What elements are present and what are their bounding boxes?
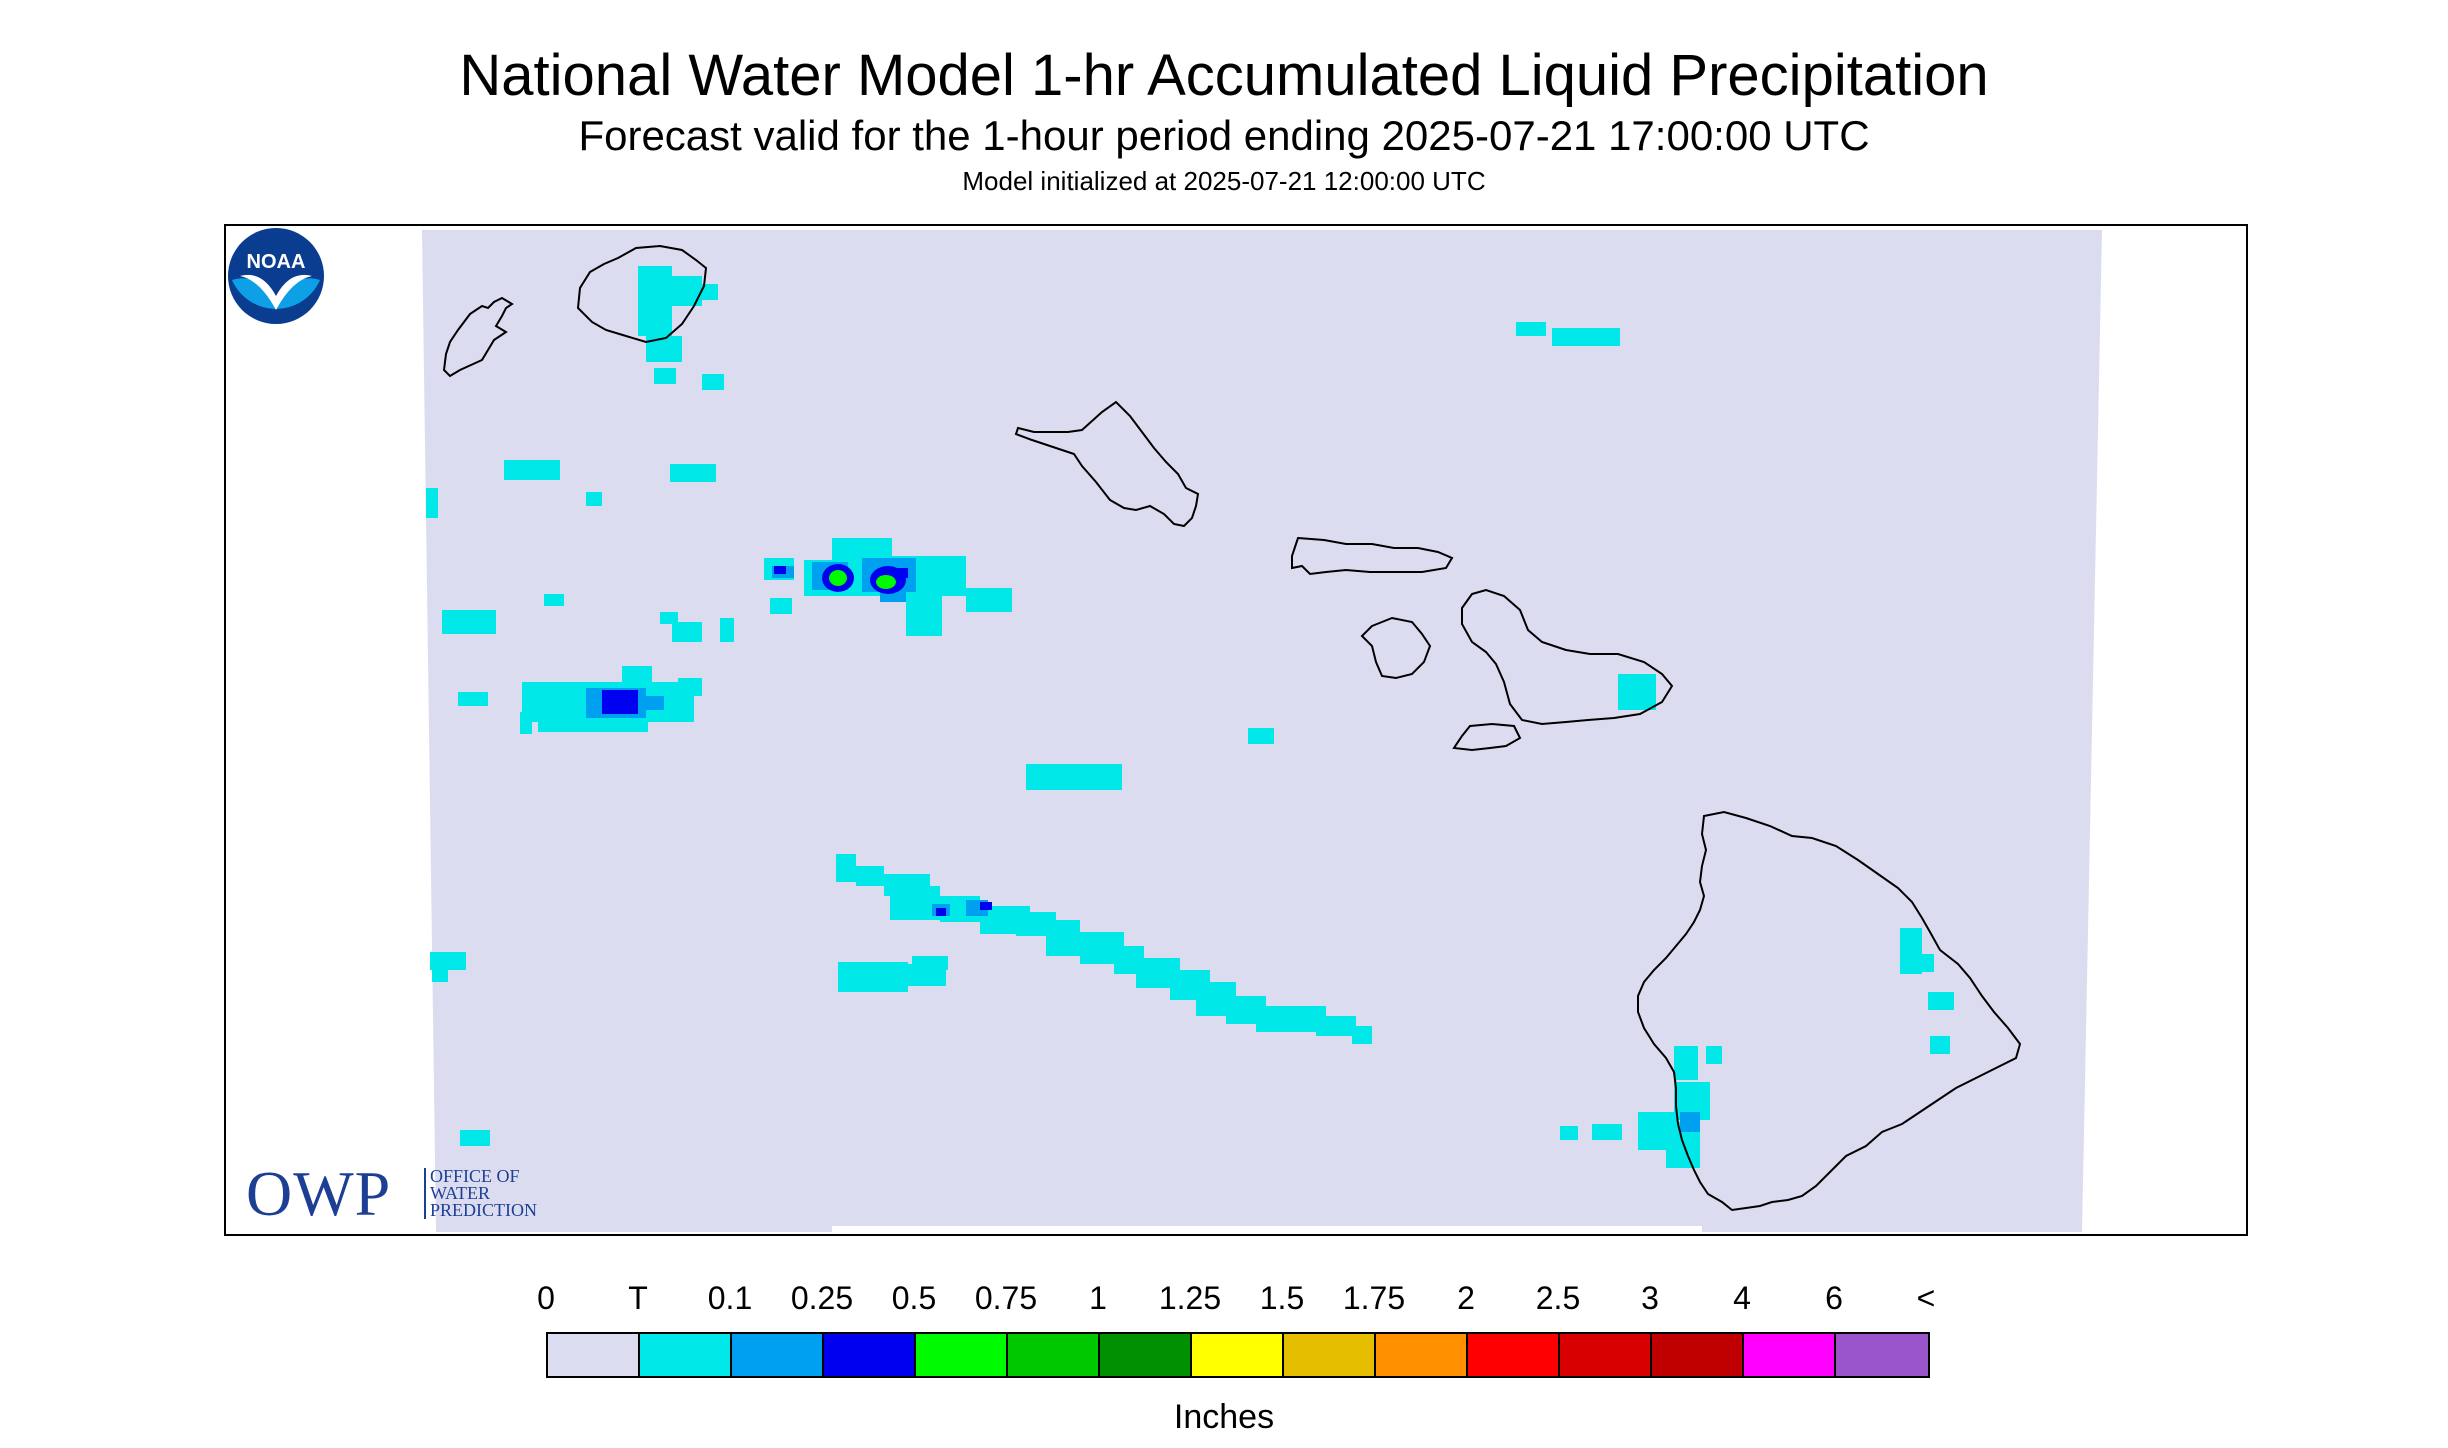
owp-full-name: OFFICE OF WATER PREDICTION [424,1166,537,1220]
legend-swatch: #e6be00 [1284,1334,1376,1376]
owp-logo: OWP OFFICE OF WATER PREDICTION [246,1158,576,1229]
niihau-coast [442,296,514,378]
legend-colorbar: #dcdcf0#00e8e8#00a0f0#0000f0#00fa00#00c8… [546,1332,1930,1378]
legend-label: 1 [1089,1280,1107,1316]
legend-label: 1.75 [1342,1280,1406,1316]
legend-swatch: #ff00ff [1744,1334,1836,1376]
legend-swatch: #dcdcf0 [548,1334,640,1376]
hawaii-coast [1637,810,2022,1212]
legend-label: 6 [1825,1280,1843,1316]
legend-swatch: #ffff00 [1192,1334,1284,1376]
noaa-logo-text: NOAA [247,251,306,273]
legend-label: 0.75 [974,1280,1038,1316]
legend-label: 0.25 [790,1280,854,1316]
lanai-coast [1360,616,1432,680]
map-subtitle: Forecast valid for the 1-hour period end… [578,112,1870,159]
owp-acronym: OWP [246,1158,392,1229]
owp-line-1: OFFICE OF [430,1166,520,1186]
legend-swatch: #00a0f0 [732,1334,824,1376]
legend-label: 1.25 [1158,1280,1222,1316]
model-init-time: Model initialized at 2025-07-21 12:00:00… [962,166,1486,196]
legend-swatch: #9955c9 [1836,1334,1928,1376]
legend-label: 0.5 [891,1280,937,1316]
legend-swatch: #c00000 [1652,1334,1744,1376]
legend-swatch: #ff9000 [1376,1334,1468,1376]
legend-swatch: #0000f0 [824,1334,916,1376]
island-coastlines [442,244,2022,1212]
owp-line-2: WATER [430,1183,490,1203]
oahu-coast [1014,400,1200,528]
kauai-coast [576,244,708,344]
legend-label: T [628,1280,648,1316]
kahoolawe-coast [1452,722,1522,752]
legend-swatch: #00e8e8 [640,1334,732,1376]
legend-label: 1.5 [1259,1280,1305,1316]
noaa-logo: NOAA [228,228,324,324]
molokai-coast [1291,536,1454,576]
legend-label: 2 [1457,1280,1475,1316]
precip-trace [426,266,1954,1168]
precip-heavy [829,570,896,589]
legend-swatch: #00c800 [1008,1334,1100,1376]
legend-label: 0.1 [707,1280,753,1316]
legend-label: < [1916,1280,1936,1316]
map-canvas [422,230,2102,1232]
legend-label: 2.5 [1535,1280,1581,1316]
precipitation-map: OWP OFFICE OF WATER PREDICTION NOAA [224,224,2248,1236]
legend-swatch: #009000 [1100,1334,1192,1376]
owp-line-3: PREDICTION [430,1200,537,1220]
legend-label: 0 [537,1280,555,1316]
legend-swatch: #d80000 [1560,1334,1652,1376]
legend-label: 3 [1641,1280,1659,1316]
legend-units: Inches [1173,1398,1275,1436]
legend-swatch: #00fa00 [916,1334,1008,1376]
legend-label: 4 [1733,1280,1751,1316]
maui-coast [1461,588,1674,726]
map-title: National Water Model 1-hr Accumulated Li… [459,43,1989,108]
legend-swatch: #ff0000 [1468,1334,1560,1376]
